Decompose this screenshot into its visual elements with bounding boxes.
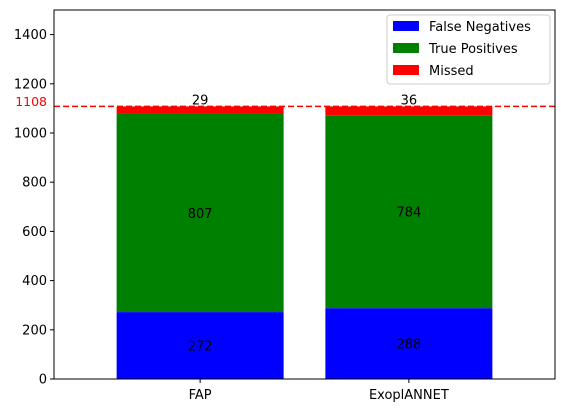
bar-segment — [325, 308, 493, 379]
reference-line-group: 1108 — [15, 94, 555, 109]
reference-line-label: 1108 — [15, 94, 47, 109]
plot-frame — [53, 9, 556, 380]
bar-value-label: 807 — [188, 207, 213, 222]
bar-value-label: 784 — [396, 206, 421, 221]
legend-swatch — [393, 65, 419, 75]
legend-label: False Negatives — [429, 20, 531, 35]
y-axis: 0 200 400 600 800 1000 1200 1400 — [14, 28, 54, 388]
y-tick-label: 1400 — [14, 28, 47, 43]
legend-label: Missed — [429, 64, 474, 79]
bar-segment — [325, 115, 493, 309]
legend: False Negatives True Positives Missed — [386, 14, 551, 85]
y-tick-label: 1000 — [14, 127, 47, 142]
bar-value-label: 272 — [188, 340, 213, 355]
bar-segment — [116, 106, 284, 114]
legend-label: True Positives — [428, 42, 518, 57]
y-tick-label: 0 — [39, 373, 47, 388]
y-tick-label: 600 — [22, 225, 47, 240]
y-tick-label: 800 — [22, 176, 47, 191]
legend-swatch — [393, 43, 419, 53]
bar-value-labels: 272 807 29 288 784 36 — [188, 93, 422, 354]
bar-value-label: 288 — [396, 338, 421, 353]
legend-box — [386, 14, 551, 85]
x-tick-label: ExoplANNET — [369, 388, 449, 403]
x-tick-label: FAP — [189, 388, 212, 403]
bar-value-label: 36 — [401, 93, 418, 108]
bar-value-label: 29 — [192, 93, 209, 108]
bars-layer — [116, 106, 493, 379]
y-tick-label: 1200 — [14, 77, 47, 92]
bar-segment — [325, 106, 493, 116]
bar-segment — [116, 312, 284, 379]
x-axis: FAP ExoplANNET — [189, 379, 449, 403]
legend-swatch — [393, 21, 419, 31]
y-tick-label: 400 — [22, 274, 47, 289]
bar-segment — [116, 113, 284, 313]
y-tick-label: 200 — [22, 323, 47, 338]
